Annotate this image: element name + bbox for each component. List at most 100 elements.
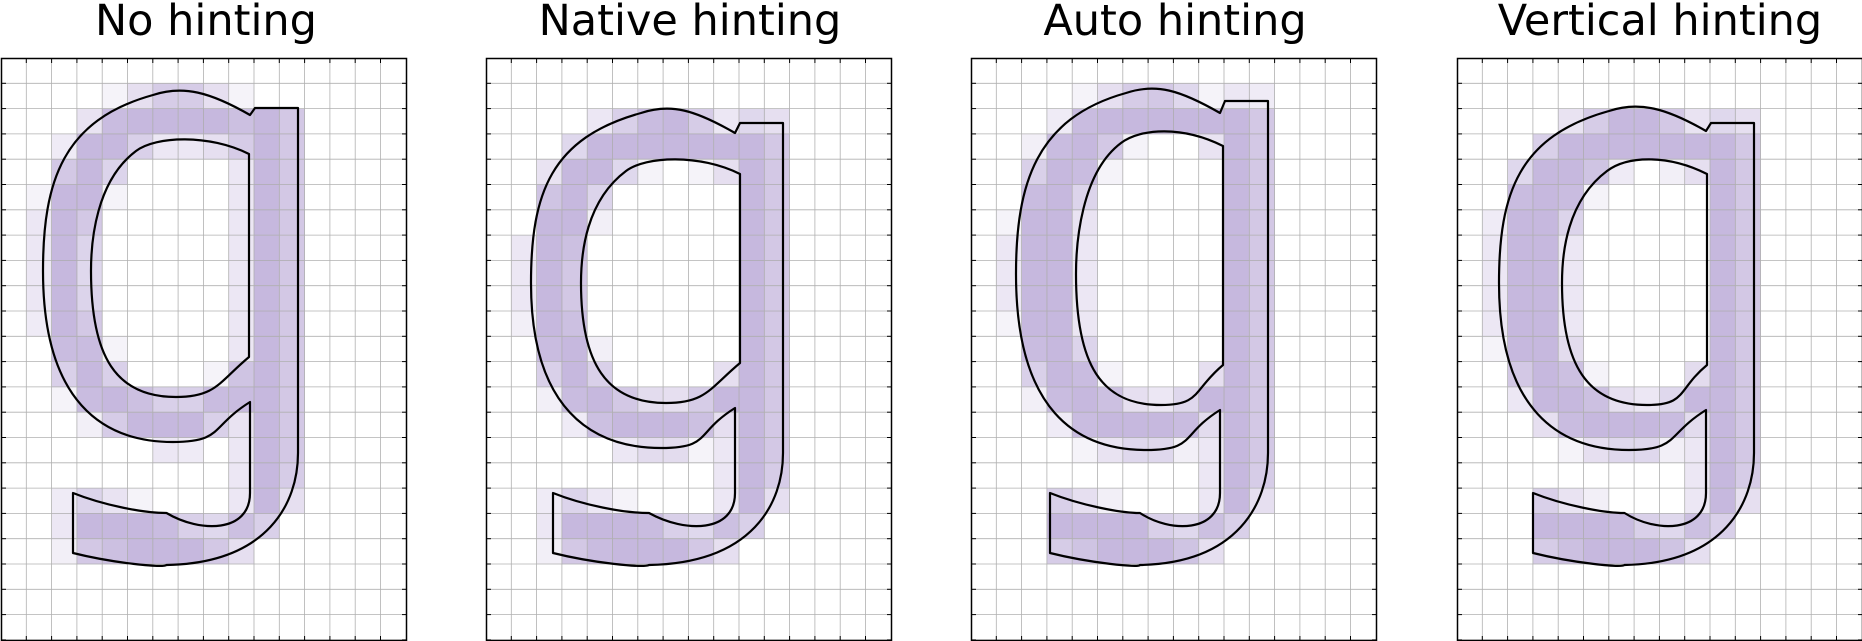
pixel-cell: [536, 386, 563, 413]
pixel-cell: [739, 488, 765, 514]
pixel-cell: [1072, 311, 1098, 337]
pixel-cell: [279, 386, 305, 413]
pixel-cell: [279, 311, 305, 337]
pixel-cell: [764, 184, 790, 211]
pixel-cell: [688, 133, 714, 160]
pixel-cell: [1532, 513, 1559, 539]
pixel-cell: [1249, 285, 1275, 312]
pixel-cell: [1097, 538, 1124, 565]
pixel-cell: [1148, 386, 1174, 413]
pixel-cell: [739, 412, 765, 438]
glyph-panel-vertical-hinting: [1456, 57, 1862, 641]
pixel-cell: [102, 488, 128, 514]
pixel-cell: [1735, 108, 1761, 135]
pixel-cell: [1583, 513, 1610, 539]
pixel-cell: [561, 513, 588, 539]
pixel-cell: [1021, 209, 1048, 236]
pixel-cell: [1634, 133, 1660, 160]
pixel-cell: [536, 285, 563, 312]
pixel-cell: [713, 513, 740, 539]
pixel-cell: [1249, 83, 1275, 109]
panel-title-auto-hinting: Auto hinting: [1043, 0, 1307, 46]
pixel-cell: [203, 412, 229, 438]
pixel-cell: [561, 159, 588, 185]
pixel-cell: [663, 386, 689, 413]
pixel-cell: [228, 108, 255, 135]
pixel-cell: [1710, 488, 1736, 514]
pixel-cell: [152, 83, 179, 109]
pixel-cell: [1608, 108, 1635, 135]
pixel-cell: [1122, 83, 1149, 109]
pixel-cell: [1608, 412, 1635, 438]
panel-title-native-hinting: Native hinting: [538, 0, 842, 46]
pixel-cell: [1558, 488, 1584, 514]
pixel-cells: [26, 83, 305, 565]
pixel-cell: [739, 513, 765, 539]
pixel-cell: [254, 108, 280, 135]
pixel-cell: [76, 133, 103, 160]
pixel-cell: [764, 260, 790, 286]
pixel-cell: [1249, 336, 1275, 362]
pixel-cell: [127, 538, 154, 565]
pixel-cell: [1735, 184, 1761, 211]
pixel-cell: [1224, 184, 1250, 211]
pixel-cell: [739, 437, 765, 464]
glyph-outline-g: [1497, 105, 1756, 567]
pixel-cell: [102, 133, 128, 160]
pixel-cell: [587, 386, 613, 413]
pixel-cell: [764, 462, 790, 489]
pixel-cell: [1173, 386, 1199, 413]
pixel-cells: [1482, 108, 1761, 565]
pixel-cell: [739, 133, 765, 160]
pixel-grid: [486, 58, 892, 641]
pixel-cell: [1224, 437, 1250, 464]
pixel-cell: [1735, 209, 1761, 236]
pixel-cell: [51, 285, 78, 312]
pixel-cell: [1532, 538, 1559, 565]
pixel-cell: [279, 437, 305, 464]
panel-background: [1, 58, 407, 641]
pixel-cell: [1046, 513, 1073, 539]
pixel-cell: [1046, 184, 1073, 211]
pixel-cell: [739, 184, 765, 211]
pixel-cell: [1097, 386, 1124, 413]
pixel-cell: [279, 209, 305, 236]
pixel-cell: [1148, 513, 1174, 539]
pixel-cell: [587, 336, 613, 362]
pixel-cell: [51, 235, 78, 261]
pixel-cell: [587, 209, 613, 236]
pixel-cell: [1249, 209, 1275, 236]
pixel-cell: [1583, 184, 1610, 211]
pixel-cell: [1021, 361, 1048, 388]
pixel-cell: [1532, 361, 1559, 388]
pixel-cell: [663, 538, 689, 565]
pixel-cell: [637, 412, 664, 438]
pixel-cell: [1558, 235, 1584, 261]
pixel-cell: [1608, 538, 1635, 565]
pixel-cell: [127, 513, 154, 539]
pixel-cell: [254, 311, 280, 337]
pixel-cell: [1532, 412, 1559, 438]
pixel-cell: [254, 184, 280, 211]
pixel-cell: [764, 235, 790, 261]
pixel-cell: [51, 260, 78, 286]
pixel-cell: [1224, 108, 1250, 135]
pixel-cell: [279, 133, 305, 160]
pixel-cell: [1558, 361, 1584, 388]
pixel-cell: [279, 462, 305, 489]
pixel-cell: [1710, 159, 1736, 185]
pixel-cell: [536, 311, 563, 337]
pixel-cell: [1558, 133, 1584, 160]
pixel-cell: [1684, 513, 1711, 539]
pixel-cell: [279, 260, 305, 286]
pixel-cell: [764, 285, 790, 312]
pixel-cell: [764, 209, 790, 236]
pixel-cell: [1148, 83, 1174, 109]
pixel-cell: [511, 260, 537, 286]
glyph-outline-g: [529, 107, 785, 567]
pixel-cell: [561, 209, 588, 236]
pixel-cell: [1532, 336, 1559, 362]
pixel-cell: [1710, 209, 1736, 236]
pixel-cell: [561, 260, 588, 286]
pixel-cell: [1532, 311, 1559, 337]
